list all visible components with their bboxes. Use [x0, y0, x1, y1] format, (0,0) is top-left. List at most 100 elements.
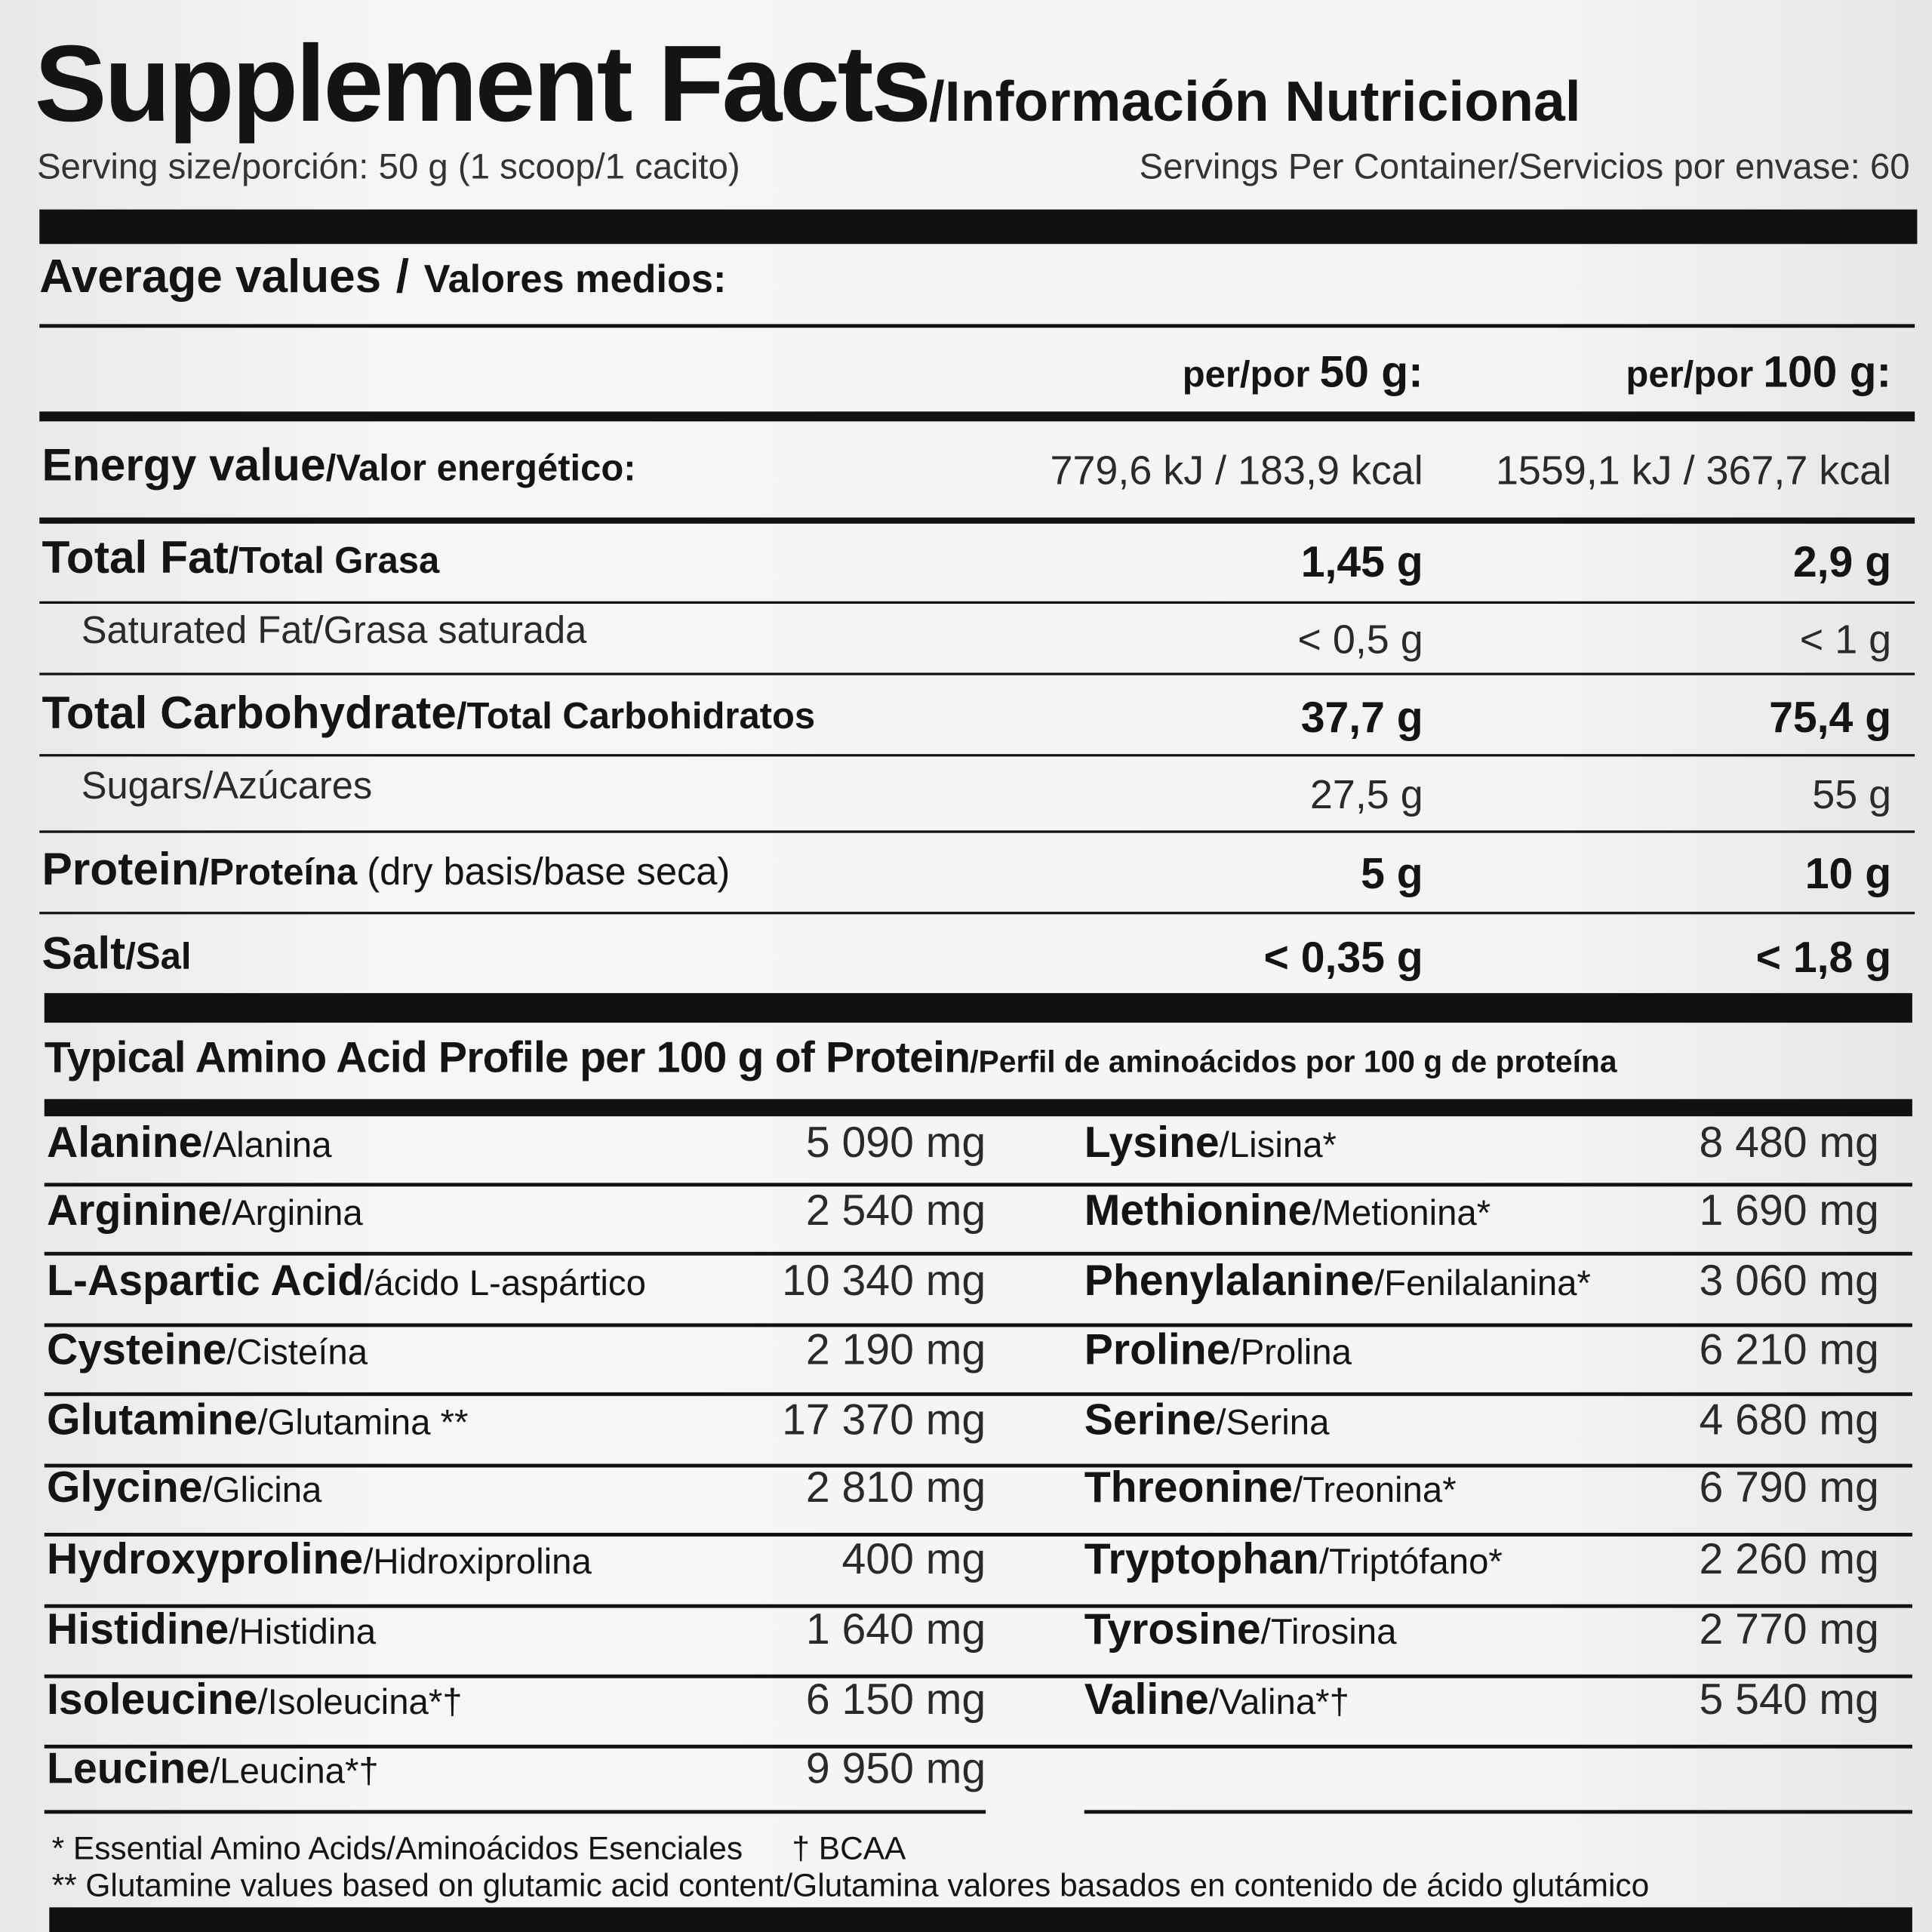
amino-label: L-Aspartic Acid/ácido L-aspártico: [47, 1257, 646, 1306]
amino-label: Arginine/Arginina: [47, 1186, 363, 1235]
value-per-50g: 779,6 kJ / 183,9 kcal: [937, 440, 1423, 502]
amino-name-es: /Histidina: [229, 1613, 377, 1653]
value-per-100g: 1559,1 kJ / 367,7 kcal: [1429, 440, 1891, 502]
nutrient-name: Energy value: [42, 439, 326, 491]
amino-name: Methionine: [1084, 1186, 1312, 1235]
amino-name: Glutamine: [47, 1395, 258, 1444]
amino-name-es: /Cisteína: [226, 1333, 368, 1373]
amino-name: Valine: [1084, 1675, 1209, 1724]
amino-label: Cysteine/Cisteína: [47, 1326, 368, 1375]
nutrient-name: Salt: [42, 928, 126, 979]
amino-row: Tryptophan/Triptófano* 2 260 mg: [1084, 1535, 1879, 1601]
amino-name: Arginine: [47, 1186, 222, 1235]
amino-name-es: /ácido L-aspártico: [364, 1264, 646, 1304]
amino-name: Isoleucine: [47, 1675, 258, 1724]
amino-amount: 3 060 mg: [1699, 1257, 1879, 1305]
column-amount: 50 g:: [1319, 346, 1423, 397]
amino-name-es: /Alanina: [202, 1126, 332, 1166]
heading-sep: /: [395, 251, 410, 303]
amino-row: Arginine/Arginina 2 540 mg: [47, 1186, 986, 1253]
value-per-50g: 27,5 g: [937, 764, 1423, 826]
rule: [39, 601, 1915, 604]
value: 10 g: [1804, 850, 1892, 899]
amino-row: Hydroxyproline/Hidroxiprolina 400 mg: [47, 1535, 986, 1601]
value-per-100g: 2,9 g: [1429, 532, 1891, 594]
amino-name: L-Aspartic Acid: [47, 1257, 365, 1305]
value: < 0,35 g: [1263, 934, 1423, 983]
rule: [39, 672, 1915, 675]
amino-amount: 4 680 mg: [1699, 1395, 1879, 1444]
amino-name-es: /Isoleucina*†: [257, 1683, 463, 1723]
value-per-100g: < 1,8 g: [1429, 928, 1891, 989]
amino-row: Leucine/Leucina*† 9 950 mg: [47, 1745, 986, 1811]
value: 5 g: [1361, 850, 1423, 899]
amino-heading: Typical Amino Acid Profile per 100 g of …: [45, 1034, 1918, 1096]
nutrient-label: Saturated Fat/Grasa saturada: [82, 609, 1018, 671]
amino-label: Alanine/Alanina: [47, 1118, 332, 1168]
rule: [44, 1392, 1912, 1396]
amino-heading-en: Typical Amino Acid Profile per 100 g of …: [44, 1033, 971, 1082]
amino-row: L-Aspartic Acid/ácido L-aspártico 10 340 …: [47, 1257, 986, 1323]
rule: [44, 992, 1912, 1023]
column-header: per/por 100 g:: [1429, 346, 1891, 403]
value: 37,7 g: [1300, 694, 1423, 742]
amino-name: Alanine: [47, 1118, 203, 1168]
amino-amount: 2 810 mg: [805, 1463, 986, 1512]
amino-amount: 1 690 mg: [1699, 1186, 1879, 1235]
amino-amount: 9 950 mg: [805, 1744, 986, 1793]
amino-label: Isoleucine/Isoleucina*†: [47, 1675, 463, 1724]
value: 1,45 g: [1300, 538, 1423, 587]
rule: [39, 209, 1918, 245]
nutrient-label: Sugars/Azúcares: [82, 764, 1018, 826]
amino-amount: 1 640 mg: [805, 1605, 986, 1654]
servings-per-container: Servings Per Container/Servicios por env…: [1139, 147, 1910, 187]
amino-amount: 17 370 mg: [782, 1395, 986, 1444]
nutrient-label: Protein/Proteína (dry basis/base seca): [42, 844, 979, 906]
amino-name-es: /Valina*†: [1208, 1683, 1349, 1723]
rule: [39, 912, 1915, 915]
rule: [44, 1099, 1912, 1117]
amino-name: Cysteine: [47, 1325, 227, 1374]
value-per-100g: 55 g: [1429, 764, 1891, 826]
amino-name-es: /Glicina: [202, 1471, 322, 1511]
amino-name: Tryptophan: [1084, 1535, 1319, 1583]
amino-label: Phenylalanine/Fenilalanina*: [1084, 1257, 1591, 1306]
amino-label: Tyrosine/Tirosina: [1084, 1605, 1397, 1654]
amino-name-es: /Leucina*†: [209, 1752, 379, 1792]
amino-name-es: /Serina: [1216, 1403, 1330, 1443]
amino-row: Cysteine/Cisteína 2 190 mg: [47, 1326, 986, 1392]
footnote-row: * Essential Amino Acids/Aminoácidos Esen…: [52, 1827, 1900, 1869]
rule: [44, 1604, 1912, 1608]
amino-name: Hydroxyproline: [47, 1535, 364, 1583]
value: 75,4 g: [1769, 694, 1892, 742]
nutrient-name-es: /Total Carbohidratos: [456, 696, 816, 737]
amino-name: Glycine: [47, 1463, 203, 1512]
heading-en: Average values: [39, 251, 382, 303]
nutrient-label: Salt/Sal: [42, 928, 979, 989]
column-prefix: per/por: [1182, 355, 1310, 396]
nutrient-note: (dry basis/base seca): [367, 850, 731, 894]
nutrient-name-es: /Valor energético:: [325, 448, 636, 490]
rule: [39, 517, 1915, 524]
amino-amount: 2 770 mg: [1699, 1605, 1879, 1654]
amino-amount: 6 210 mg: [1699, 1325, 1879, 1374]
amino-label: Histidine/Histidina: [47, 1605, 376, 1654]
amino-row: Valine/Valina*† 5 540 mg: [1084, 1675, 1879, 1742]
amino-row: Isoleucine/Isoleucina*† 6 150 mg: [47, 1675, 986, 1742]
rule: [44, 1810, 986, 1814]
value-per-100g: 10 g: [1429, 844, 1891, 906]
amino-label: Leucine/Leucina*†: [47, 1745, 379, 1794]
nutrient-name-es: /Total Grasa: [228, 540, 440, 582]
value-per-50g: < 0,5 g: [937, 609, 1423, 671]
amino-amount: 10 340 mg: [782, 1257, 986, 1305]
rule: [44, 1744, 1912, 1749]
value: 55 g: [1812, 771, 1892, 817]
amino-row: Phenylalanine/Fenilalanina* 3 060 mg: [1084, 1257, 1879, 1323]
amino-row: Threonine/Treonina* 6 790 mg: [1084, 1464, 1879, 1531]
serving-row: Serving size/porción: 50 g (1 scoop/1 ca…: [37, 143, 1910, 192]
nutrient-name: Total Fat: [42, 532, 229, 583]
amino-label: Serine/Serina: [1084, 1396, 1330, 1445]
amino-name-es: /Arginina: [221, 1194, 363, 1234]
rule: [39, 324, 1915, 328]
